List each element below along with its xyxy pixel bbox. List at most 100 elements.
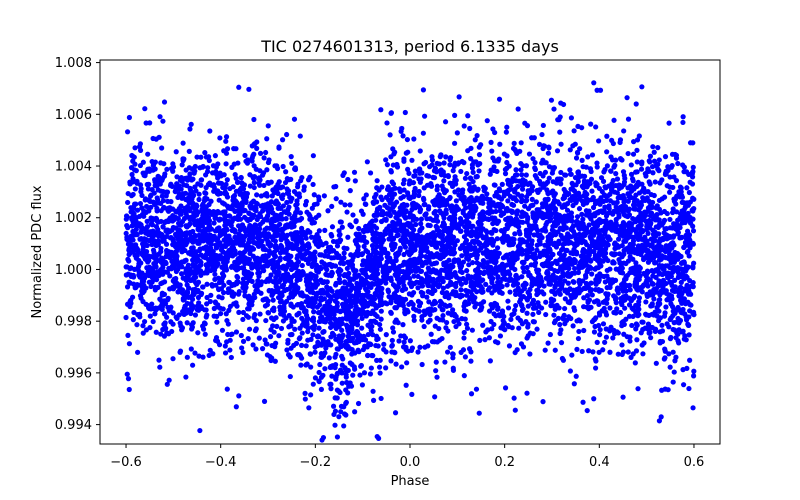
data-point — [661, 356, 667, 362]
data-point — [659, 271, 665, 278]
data-point — [266, 287, 272, 294]
data-point — [580, 221, 586, 227]
data-point — [507, 183, 514, 189]
data-point — [271, 264, 277, 270]
data-point — [409, 391, 415, 397]
data-point — [400, 303, 406, 309]
data-point — [458, 168, 464, 175]
data-point — [557, 321, 563, 328]
data-point — [547, 331, 553, 338]
data-point — [412, 168, 418, 174]
data-point — [584, 304, 590, 310]
data-point — [232, 248, 238, 254]
data-point — [473, 386, 480, 392]
data-point — [352, 409, 358, 415]
data-point — [326, 355, 332, 361]
data-point — [139, 251, 145, 258]
data-point — [459, 293, 465, 299]
data-point — [465, 113, 471, 119]
data-point — [655, 145, 661, 151]
data-point — [466, 262, 472, 268]
data-point — [299, 290, 305, 296]
data-point — [368, 318, 374, 324]
data-point — [614, 329, 620, 335]
data-point — [586, 348, 592, 354]
data-point — [331, 332, 337, 338]
data-point — [613, 310, 619, 316]
data-point — [493, 218, 499, 225]
data-point — [124, 371, 130, 377]
data-point — [437, 337, 443, 343]
data-point — [340, 261, 347, 267]
data-point — [284, 131, 290, 138]
data-point — [665, 387, 671, 393]
data-point — [614, 176, 621, 182]
data-point — [501, 151, 507, 157]
data-point — [353, 285, 359, 291]
data-point — [143, 248, 150, 255]
data-point — [360, 211, 366, 217]
data-point — [423, 254, 429, 260]
data-point — [361, 243, 367, 249]
data-point — [496, 156, 502, 162]
data-point — [143, 209, 149, 215]
data-point — [634, 147, 640, 153]
data-point — [656, 238, 662, 244]
data-point — [317, 314, 324, 321]
data-point — [616, 286, 622, 292]
data-point — [329, 288, 335, 294]
data-point — [504, 282, 510, 288]
data-point — [222, 343, 228, 349]
data-point — [634, 159, 640, 165]
data-point — [271, 329, 277, 335]
data-point — [680, 382, 687, 388]
data-point — [502, 171, 509, 177]
data-point — [409, 345, 415, 351]
data-point — [285, 352, 292, 358]
data-point — [311, 201, 317, 208]
data-point — [134, 180, 140, 186]
data-point — [219, 271, 226, 277]
data-point — [318, 354, 324, 360]
data-point — [370, 397, 377, 403]
data-point — [537, 232, 543, 238]
data-point — [483, 281, 489, 287]
data-point — [337, 237, 344, 243]
data-point — [273, 212, 279, 218]
data-point — [167, 273, 173, 279]
data-point — [446, 216, 452, 222]
data-point — [537, 170, 543, 177]
data-point — [690, 284, 696, 290]
data-point — [619, 183, 625, 189]
data-point — [225, 289, 231, 295]
data-point — [223, 161, 229, 167]
data-point — [383, 157, 389, 163]
data-point — [632, 360, 638, 366]
data-point — [523, 172, 529, 178]
data-point — [590, 349, 596, 355]
data-point — [389, 343, 395, 349]
data-point — [128, 165, 135, 171]
data-point — [558, 181, 564, 187]
data-point — [295, 352, 301, 358]
data-point — [536, 283, 542, 289]
data-point — [458, 228, 464, 234]
data-point — [313, 262, 320, 268]
data-point — [250, 342, 256, 348]
data-point — [625, 258, 632, 264]
data-point — [585, 284, 592, 291]
data-point — [192, 350, 198, 356]
data-point — [602, 339, 608, 345]
data-point — [304, 209, 310, 215]
data-point — [411, 313, 417, 319]
data-point — [516, 246, 522, 252]
data-point — [568, 171, 574, 177]
data-point — [513, 167, 519, 173]
data-point — [551, 312, 557, 318]
data-point — [442, 359, 448, 365]
data-point — [548, 299, 555, 305]
data-point — [342, 272, 348, 278]
data-point — [461, 373, 467, 379]
data-point — [515, 315, 521, 321]
data-point — [506, 187, 512, 193]
